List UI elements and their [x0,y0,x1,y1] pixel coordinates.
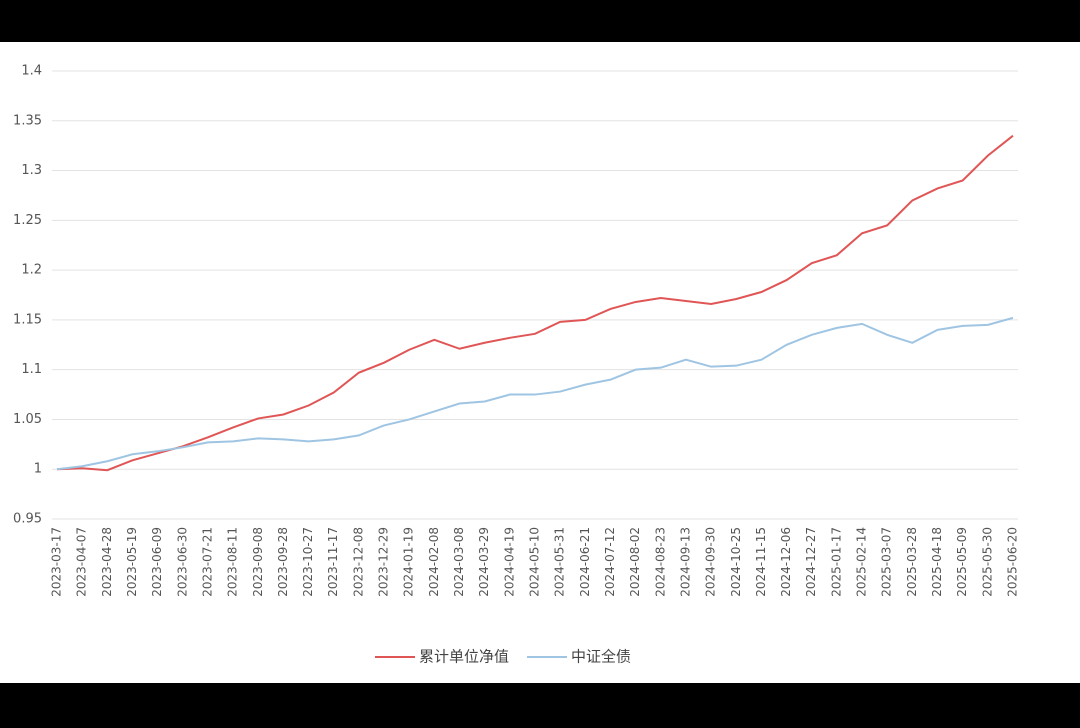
x-tick-label: 2023-06-30 [175,527,189,597]
y-tick-label: 1.4 [21,64,42,79]
y-tick-label: 1.1 [21,362,42,377]
x-tick-label: 2023-07-21 [200,527,214,597]
x-tick-label: 2023-04-28 [100,527,114,597]
y-tick-label: 1.15 [13,312,42,327]
x-tick-label: 2023-10-27 [301,527,315,597]
x-tick-label: 2025-05-30 [980,527,994,597]
x-tick-label: 2024-02-08 [427,527,441,597]
x-tick-label: 2024-09-13 [678,527,692,597]
legend-label: 累计单位净值 [419,648,509,666]
x-tick-label: 2024-03-29 [477,527,491,597]
series-line [56,134,1014,472]
x-tick-label: 2024-09-30 [704,527,718,597]
x-tick-label: 2023-11-17 [326,527,340,597]
x-tick-label: 2023-05-19 [125,527,139,597]
chart-area [0,42,1080,683]
x-tick-label: 2024-05-31 [553,527,567,597]
x-tick-label: 2024-03-08 [452,527,466,597]
x-tick-label: 2023-12-29 [377,527,391,597]
series-line [56,316,1014,471]
y-tick-label: 1.05 [13,412,42,427]
x-tick-label: 2023-08-11 [226,527,240,597]
x-tick-label: 2023-09-28 [276,527,290,597]
x-tick-label: 2023-12-08 [351,527,365,597]
x-tick-label: 2025-04-18 [930,527,944,597]
x-tick-label: 2025-06-20 [1006,527,1020,597]
x-tick-label: 2024-05-10 [528,527,542,597]
x-tick-label: 2025-02-14 [855,527,869,597]
y-tick-label: 1.35 [13,113,42,128]
x-tick-label: 2023-04-07 [75,527,89,597]
x-tick-label: 2023-03-17 [50,527,64,597]
x-tick-label: 2024-08-02 [628,527,642,597]
x-tick-label: 2025-01-17 [829,527,843,597]
x-tick-label: 2024-11-15 [754,527,768,597]
legend-label: 中证全债 [571,648,631,666]
y-tick-label: 1.2 [21,263,42,278]
x-tick-label: 2024-12-27 [804,527,818,597]
x-tick-label: 2023-09-08 [251,527,265,597]
x-tick-label: 2024-07-12 [603,527,617,597]
x-tick-label: 2024-12-06 [779,527,793,597]
x-tick-label: 2024-10-25 [729,527,743,597]
x-tick-label: 2024-08-23 [653,527,667,597]
x-tick-label: 2024-01-19 [402,527,416,597]
x-tick-label: 2025-03-28 [905,527,919,597]
y-tick-label: 0.95 [13,512,42,527]
x-tick-label: 2024-04-19 [502,527,516,597]
y-tick-label: 1.25 [13,213,42,228]
x-tick-label: 2025-03-07 [880,527,894,597]
x-tick-label: 2023-06-09 [150,527,164,597]
y-tick-label: 1 [34,462,42,477]
x-tick-label: 2024-06-21 [578,527,592,597]
x-tick-label: 2025-05-09 [955,527,969,597]
y-tick-label: 1.3 [21,163,42,178]
